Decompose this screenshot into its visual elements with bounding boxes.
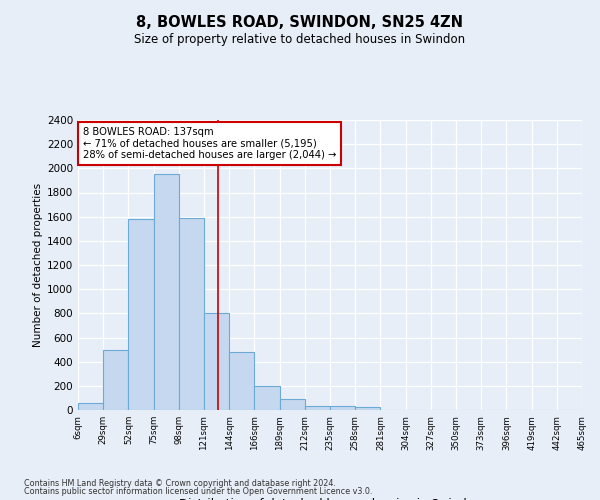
Text: 8 BOWLES ROAD: 137sqm
← 71% of detached houses are smaller (5,195)
28% of semi-d: 8 BOWLES ROAD: 137sqm ← 71% of detached … (83, 127, 337, 160)
Y-axis label: Number of detached properties: Number of detached properties (33, 183, 43, 347)
Text: Contains HM Land Registry data © Crown copyright and database right 2024.: Contains HM Land Registry data © Crown c… (24, 478, 336, 488)
Bar (280, 399, 305, 410)
Text: Size of property relative to detached houses in Swindon: Size of property relative to detached ho… (134, 32, 466, 46)
Bar (254, 386, 280, 410)
Bar (305, 406, 330, 410)
Bar (355, 408, 380, 410)
Bar (179, 218, 204, 410)
Bar (330, 406, 355, 410)
Bar (229, 352, 254, 410)
Bar (204, 314, 229, 410)
Bar (103, 350, 128, 410)
Bar (154, 174, 179, 410)
Bar (78, 403, 103, 410)
X-axis label: Distribution of detached houses by size in Swindon: Distribution of detached houses by size … (179, 498, 481, 500)
Text: 8, BOWLES ROAD, SWINDON, SN25 4ZN: 8, BOWLES ROAD, SWINDON, SN25 4ZN (137, 15, 464, 30)
Text: Contains public sector information licensed under the Open Government Licence v3: Contains public sector information licen… (24, 487, 373, 496)
Bar (128, 219, 154, 410)
